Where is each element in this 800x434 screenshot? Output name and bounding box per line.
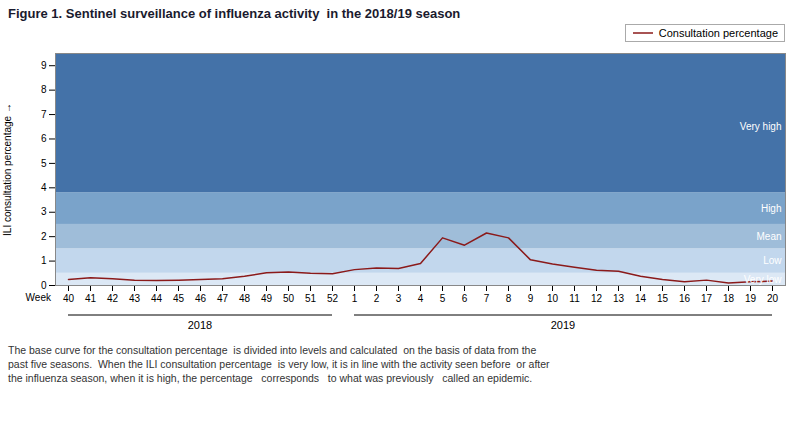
svg-text:51: 51 <box>305 293 317 304</box>
svg-text:1: 1 <box>352 293 358 304</box>
svg-text:Low: Low <box>763 255 782 266</box>
html-text:Consultation percentage: Consultation percentage <box>658 27 778 39</box>
svg-text:High: High <box>761 203 782 214</box>
svg-text:16: 16 <box>679 293 691 304</box>
svg-text:3: 3 <box>396 293 402 304</box>
svg-text:45: 45 <box>173 293 185 304</box>
svg-text:12: 12 <box>591 293 603 304</box>
svg-text:3: 3 <box>41 206 47 217</box>
svg-text:Very high: Very high <box>740 121 782 132</box>
svg-text:17: 17 <box>701 293 713 304</box>
svg-text:49: 49 <box>261 293 273 304</box>
svg-text:46: 46 <box>195 293 207 304</box>
svg-text:8: 8 <box>41 84 47 95</box>
svg-text:15: 15 <box>657 293 669 304</box>
svg-text:40: 40 <box>63 293 75 304</box>
html-text:The base curve for the consult: The base curve for the consultation perc… <box>8 344 537 356</box>
svg-text:19: 19 <box>745 293 757 304</box>
html-text:the influenza season, when it: the influenza season, when it is high, t… <box>8 372 533 384</box>
svg-text:20: 20 <box>767 293 779 304</box>
svg-text:4: 4 <box>418 293 424 304</box>
svg-text:5: 5 <box>440 293 446 304</box>
svg-text:8: 8 <box>506 293 512 304</box>
svg-text:43: 43 <box>129 293 141 304</box>
svg-text:2018: 2018 <box>188 319 212 331</box>
svg-text:1: 1 <box>41 255 47 266</box>
svg-text:Week: Week <box>26 292 52 303</box>
svg-text:6: 6 <box>462 293 468 304</box>
svg-text:Mean: Mean <box>756 231 781 242</box>
svg-text:41: 41 <box>85 293 97 304</box>
svg-text:7: 7 <box>484 293 490 304</box>
svg-text:5: 5 <box>41 158 47 169</box>
svg-text:2: 2 <box>374 293 380 304</box>
svg-text:6: 6 <box>41 133 47 144</box>
svg-text:Very low: Very low <box>744 274 783 285</box>
svg-text:10: 10 <box>547 293 559 304</box>
svg-text:50: 50 <box>283 293 295 304</box>
svg-text:44: 44 <box>151 293 163 304</box>
svg-text:42: 42 <box>107 293 119 304</box>
html-text:Figure 1. Sentinel surveillanc: Figure 1. Sentinel surveillance of influ… <box>8 6 461 21</box>
svg-text:0: 0 <box>41 280 47 291</box>
svg-text:13: 13 <box>613 293 625 304</box>
svg-text:7: 7 <box>41 109 47 120</box>
svg-text:4: 4 <box>41 182 47 193</box>
svg-text:9: 9 <box>528 293 534 304</box>
svg-text:48: 48 <box>239 293 251 304</box>
svg-text:52: 52 <box>327 293 339 304</box>
html-text:past five seasons. When the IL: past five seasons. When the ILI consulta… <box>8 358 550 370</box>
svg-text:2019: 2019 <box>551 319 575 331</box>
svg-text:11: 11 <box>569 293 580 304</box>
svg-text:47: 47 <box>217 293 229 304</box>
svg-text:9: 9 <box>41 60 47 71</box>
svg-text:ILI consultation percentage →: ILI consultation percentage → <box>2 103 13 236</box>
svg-text:2: 2 <box>41 231 47 242</box>
svg-text:18: 18 <box>723 293 735 304</box>
svg-text:14: 14 <box>635 293 647 304</box>
